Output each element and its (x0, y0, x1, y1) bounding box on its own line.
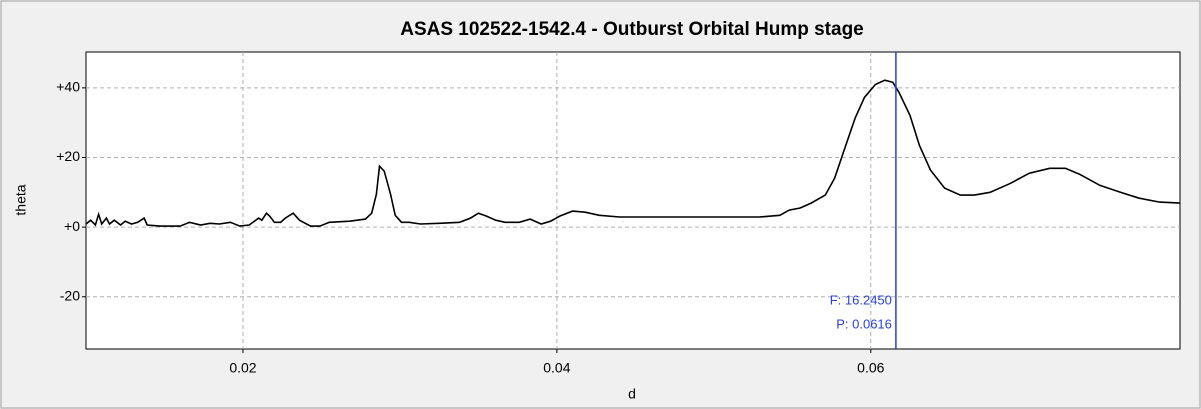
x-axis-label: d (628, 386, 636, 402)
y-tick-label: +0 (64, 218, 80, 234)
x-tick-label: 0.06 (857, 360, 884, 376)
plot-area (85, 51, 1181, 350)
cursor-label: F: 16.2450 (830, 292, 892, 307)
chart-title: ASAS 102522-1542.4 - Outburst Orbital Hu… (400, 19, 864, 40)
x-tick-label: 0.02 (229, 360, 256, 376)
cursor-label: P: 0.0616 (836, 316, 892, 331)
y-tick-label: +40 (56, 79, 80, 95)
y-axis-label: theta (13, 184, 29, 215)
y-tick-label: -20 (60, 287, 80, 303)
x-tick-label: 0.04 (543, 360, 570, 376)
series-line (85, 79, 1181, 227)
y-tick-label: +20 (56, 148, 80, 164)
